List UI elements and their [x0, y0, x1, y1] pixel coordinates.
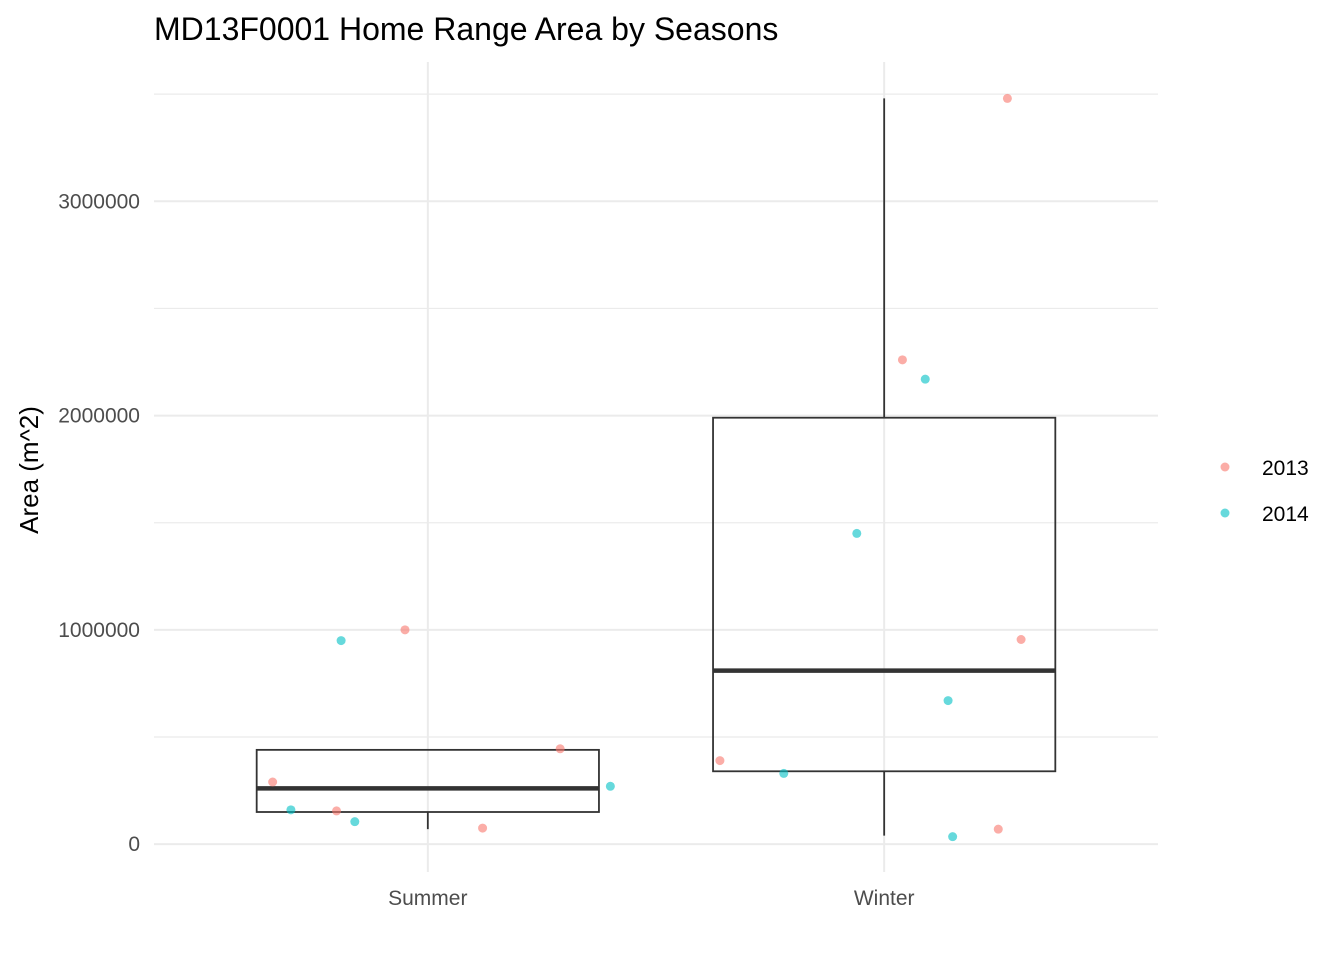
- point-2014: [779, 768, 789, 778]
- point-2014: [605, 781, 615, 791]
- legend-key: [1220, 508, 1230, 518]
- box-iqr: [712, 416, 1057, 773]
- point-2013: [897, 355, 907, 365]
- major-gridlines: [154, 62, 1158, 872]
- point-2013: [332, 806, 342, 816]
- legend-key: [1220, 462, 1230, 472]
- y-tick-labels: 0 1000000 2000000 3000000: [58, 190, 140, 856]
- point-2013: [1016, 635, 1026, 644]
- point-2013: [400, 625, 410, 635]
- legend-label: 2013: [1262, 457, 1309, 480]
- legend: 2013 2014: [1220, 457, 1309, 526]
- x-tick-label: Summer: [388, 887, 467, 910]
- box-winter: [712, 98, 1057, 836]
- point-2013: [993, 824, 1003, 834]
- boxes: [255, 98, 1057, 836]
- minor-gridlines: [154, 93, 1158, 738]
- box-summer: [255, 748, 600, 830]
- legend-label: 2014: [1262, 503, 1309, 526]
- point-2014: [920, 374, 930, 384]
- x-tick-label: Winter: [854, 887, 915, 910]
- data-points: [268, 93, 1026, 842]
- point-2014: [948, 832, 958, 842]
- x-tick-labels: Summer Winter: [388, 887, 914, 910]
- y-tick-label: 0: [128, 833, 140, 856]
- box-iqr: [255, 748, 600, 813]
- legend-item-2014: 2014: [1220, 503, 1309, 526]
- point-2013: [1002, 93, 1012, 103]
- point-2013: [268, 777, 278, 787]
- legend-item-2013: 2013: [1220, 457, 1309, 480]
- point-2014: [286, 805, 296, 815]
- y-tick-label: 3000000: [58, 190, 140, 213]
- y-tick-label: 1000000: [58, 619, 140, 642]
- y-axis-title: Area (m^2): [14, 406, 44, 534]
- point-2014: [336, 636, 346, 646]
- point-2013: [555, 744, 565, 754]
- point-2014: [350, 817, 360, 827]
- chart-title: MD13F0001 Home Range Area by Seasons: [154, 11, 778, 47]
- y-tick-label: 2000000: [58, 405, 140, 428]
- point-2014: [852, 528, 862, 538]
- point-2013: [715, 756, 725, 766]
- point-2014: [943, 696, 953, 706]
- point-2013: [478, 823, 488, 833]
